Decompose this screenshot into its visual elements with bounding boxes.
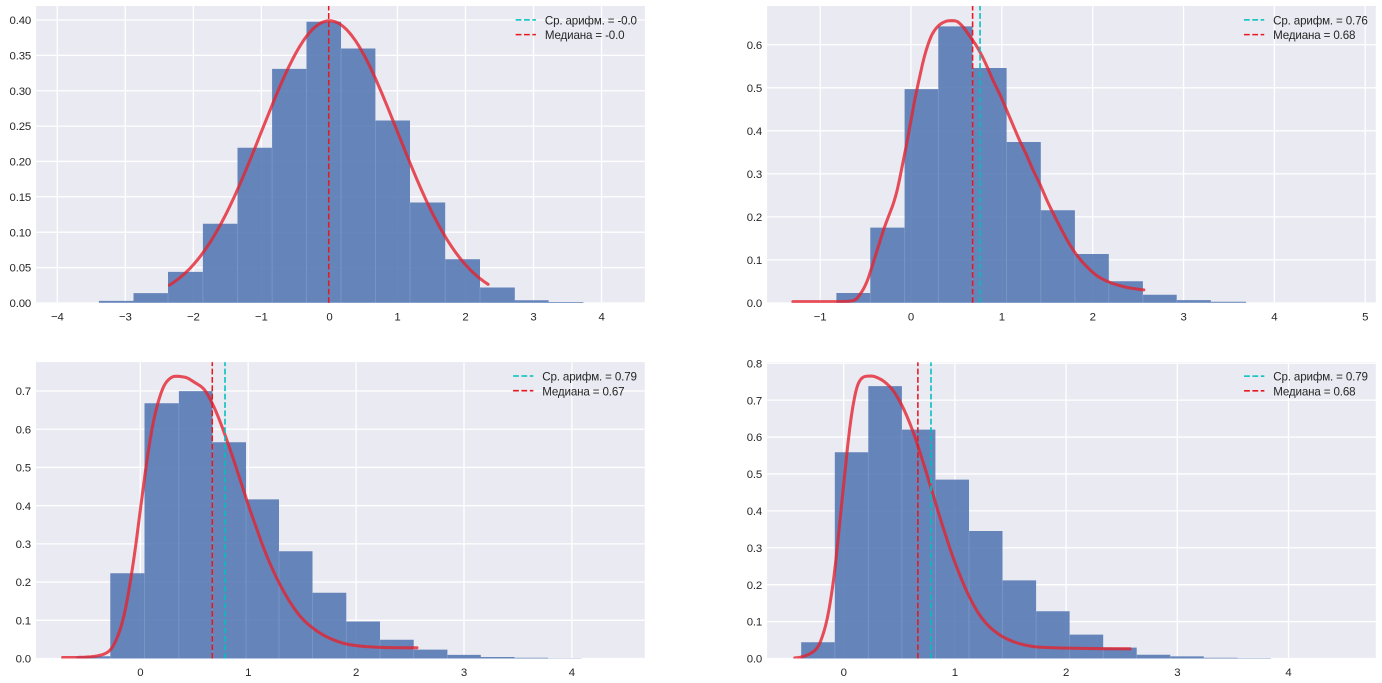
svg-text:Ср. арифм. = 0.79: Ср. арифм. = 0.79 [1273, 371, 1368, 384]
svg-text:Ср. арифм. = -0.0: Ср. арифм. = -0.0 [545, 14, 637, 27]
svg-text:0: 0 [908, 311, 914, 323]
svg-text:0.10: 0.10 [10, 227, 32, 239]
svg-text:0.3: 0.3 [747, 169, 762, 181]
svg-text:0.6: 0.6 [16, 424, 31, 436]
svg-text:0.3: 0.3 [747, 543, 762, 555]
svg-text:Медиана = 0.68: Медиана = 0.68 [1273, 29, 1355, 42]
svg-text:0.4: 0.4 [747, 506, 762, 518]
svg-text:0.7: 0.7 [747, 395, 762, 407]
svg-text:2: 2 [353, 667, 359, 679]
svg-text:0.20: 0.20 [10, 157, 32, 169]
svg-text:−1: −1 [255, 311, 268, 323]
svg-text:0.30: 0.30 [10, 86, 32, 98]
svg-text:0.6: 0.6 [747, 432, 762, 444]
svg-text:0.0: 0.0 [747, 298, 762, 310]
svg-text:0.1: 0.1 [16, 615, 31, 627]
svg-text:0.6: 0.6 [747, 40, 762, 52]
svg-text:0.2: 0.2 [16, 577, 31, 589]
svg-text:0.25: 0.25 [10, 121, 32, 133]
svg-text:3: 3 [461, 667, 467, 679]
svg-text:0: 0 [841, 667, 847, 679]
svg-text:3: 3 [530, 311, 536, 323]
svg-text:0.2: 0.2 [747, 580, 762, 592]
svg-text:1: 1 [394, 311, 400, 323]
svg-text:1: 1 [245, 667, 251, 679]
svg-text:0.5: 0.5 [16, 463, 31, 475]
svg-text:1: 1 [999, 311, 1005, 323]
svg-text:3: 3 [1174, 667, 1180, 679]
svg-text:Медиана = -0.0: Медиана = -0.0 [545, 29, 625, 42]
svg-text:0.4: 0.4 [16, 501, 31, 513]
svg-text:1: 1 [952, 667, 958, 679]
svg-text:0.35: 0.35 [10, 51, 32, 63]
svg-text:Медиана = 0.68: Медиана = 0.68 [1273, 385, 1355, 398]
svg-text:4: 4 [1271, 311, 1277, 323]
svg-text:4: 4 [569, 667, 575, 679]
svg-text:−2: −2 [187, 311, 200, 323]
svg-text:0.1: 0.1 [747, 255, 762, 267]
svg-text:−1: −1 [814, 311, 827, 323]
svg-text:0.7: 0.7 [16, 386, 31, 398]
svg-text:−4: −4 [51, 311, 64, 323]
svg-text:−3: −3 [119, 311, 132, 323]
svg-text:2: 2 [1063, 667, 1069, 679]
svg-text:Ср. арифм. = 0.79: Ср. арифм. = 0.79 [542, 371, 637, 384]
svg-text:0.0: 0.0 [16, 654, 31, 666]
svg-text:0.00: 0.00 [10, 298, 32, 310]
svg-text:0.40: 0.40 [10, 15, 32, 27]
svg-text:4: 4 [1285, 667, 1291, 679]
svg-text:0.15: 0.15 [10, 192, 32, 204]
svg-text:Медиана = 0.67: Медиана = 0.67 [542, 385, 624, 398]
svg-text:0.3: 0.3 [16, 539, 31, 551]
svg-text:0.5: 0.5 [747, 469, 762, 481]
svg-text:0.1: 0.1 [747, 617, 762, 629]
svg-text:0: 0 [137, 667, 143, 679]
svg-text:0.05: 0.05 [10, 263, 32, 275]
svg-text:0: 0 [326, 311, 332, 323]
svg-text:0.8: 0.8 [747, 358, 762, 370]
svg-text:0.4: 0.4 [747, 126, 762, 138]
svg-text:2: 2 [1090, 311, 1096, 323]
svg-text:5: 5 [1362, 311, 1368, 323]
svg-text:0.5: 0.5 [747, 83, 762, 95]
svg-text:4: 4 [598, 311, 604, 323]
svg-text:Ср. арифм. = 0.76: Ср. арифм. = 0.76 [1273, 14, 1368, 27]
svg-text:0.0: 0.0 [747, 654, 762, 666]
svg-text:3: 3 [1180, 311, 1186, 323]
svg-text:0.2: 0.2 [747, 212, 762, 224]
svg-text:2: 2 [462, 311, 468, 323]
